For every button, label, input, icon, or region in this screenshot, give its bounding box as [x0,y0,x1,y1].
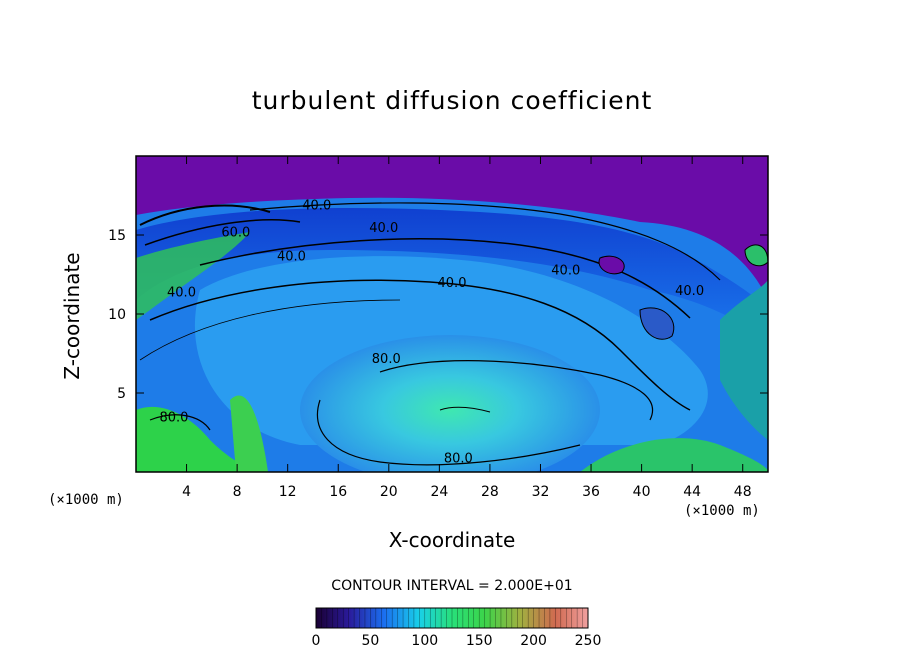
contour-label: 40.0 [551,264,580,279]
colorbar-tick-label: 100 [411,633,438,649]
lower-right-green-region [580,438,768,472]
x-axis-ticks: 4 8 12 16 20 24 28 32 36 40 44 48 [182,156,752,500]
right-vortex-blob [639,307,675,340]
contour-label: 40.0 [302,199,331,214]
z-unit-label: (×1000 m) [48,492,124,508]
contour-40-mid [149,279,691,411]
contour-interval-text: CONTOUR INTERVAL = 2.000E+01 [331,578,573,594]
x-tick-label: 4 [182,484,191,500]
colorbar-divisions [321,608,583,628]
z-tick-label: 10 [108,307,126,323]
upper-right-vortex-blob [598,255,625,275]
upper-right-green-blob [744,244,768,267]
contour-upper-2 [144,219,301,246]
x-tick-label: 16 [329,484,347,500]
diffusion-field [136,156,768,472]
x-tick-label: 24 [430,484,448,500]
colorbar-tick-label: 200 [520,633,547,649]
contour-upper-1 [139,204,271,226]
contour-label: 40.0 [675,284,704,299]
x-tick-label: 44 [683,484,701,500]
contour-thin-1 [139,299,401,361]
x-unit-label: (×1000 m) [684,503,760,519]
lower-left-green-plume [230,395,268,472]
x-tick-label: 8 [233,484,242,500]
chart-title: turbulent diffusion coefficient [251,86,653,115]
colorbar-tick-label: 0 [312,633,321,649]
x-tick-label: 28 [481,484,499,500]
contour-label: 80.0 [159,410,188,425]
contour-label: 40.0 [167,286,196,301]
upper-left-green-streak [136,232,250,320]
z-tick-label: 5 [117,386,126,402]
contour-label: 40.0 [438,276,467,291]
right-mixed-region [720,280,768,440]
colorbar-ticks: 0 50 100 150 200 250 [312,633,602,649]
x-tick-label: 20 [380,484,398,500]
contour-80-bottom [316,399,581,466]
x-tick-label: 12 [279,484,297,500]
x-tick-label: 40 [633,484,651,500]
contour-40-upper [199,238,691,319]
x-tick-label: 32 [532,484,550,500]
contour-lower-left [149,414,211,431]
contour-label: 80.0 [444,452,473,467]
x-tick-label: 48 [734,484,752,500]
contour-label: 60.0 [221,226,250,241]
contour-label: 40.0 [277,249,306,264]
colorbar-tick-label: 150 [466,633,493,649]
green-core-region [300,335,600,472]
x-tick-label: 36 [582,484,600,500]
contour-core-small [439,406,491,413]
x-axis-label: X-coordinate [388,528,516,552]
contour-labels: 40.0 40.0 60.0 40.0 40.0 40.0 40.0 40.0 80.0 80.0… [159,199,704,467]
lower-left-green-region [136,406,260,472]
z-axis-ticks: 5 10 15 [108,228,768,402]
colorbar-tick-label: 250 [575,633,602,649]
upper-blue-band [136,207,768,340]
colorbar-tick-label: 50 [361,633,379,649]
contour-40-top [249,202,721,281]
upper-purple-region [136,156,768,300]
z-tick-label: 15 [108,228,126,244]
contour-label: 80.0 [372,352,401,367]
contour-label: 40.0 [369,221,398,236]
contour-80-top [379,360,654,421]
